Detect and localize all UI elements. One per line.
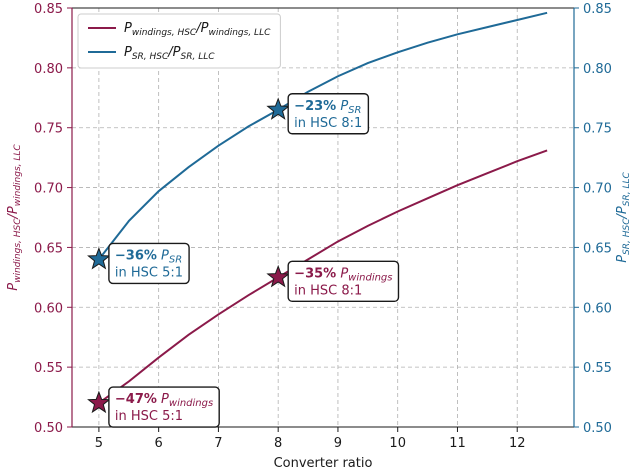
- y-tick-label-right: 0.70: [583, 182, 612, 197]
- legend-box: [77, 13, 281, 69]
- y-tick-label-right: 0.65: [583, 241, 612, 256]
- annotation-ratio: in HSC 8:1: [294, 283, 362, 298]
- series-line-windings: [98, 149, 548, 404]
- x-tick-label: 5: [95, 436, 103, 451]
- y-tick-label-left: 0.60: [34, 301, 63, 316]
- y-axis-label-right: PSR, HSC/PSR, LLC: [615, 172, 632, 263]
- y-tick-label-right: 0.85: [583, 2, 612, 17]
- series-line-sr: [98, 11, 548, 261]
- annotation-percent: −36% PSR: [115, 248, 182, 265]
- y-tick-label-right: 0.50: [583, 421, 612, 436]
- y-tick-label-left: 0.85: [34, 2, 63, 17]
- x-tick-label: 8: [274, 436, 282, 451]
- annotation-box: [287, 260, 400, 303]
- y-tick-label-right: 0.75: [583, 122, 612, 137]
- y-tick-label-left: 0.80: [34, 62, 63, 77]
- x-tick-label: 7: [214, 436, 222, 451]
- legend-label-windings: Pwindings, HSC/Pwindings, LLC: [124, 21, 271, 38]
- y-tick-label-left: 0.55: [34, 361, 63, 376]
- y-tick-label-right: 0.55: [583, 361, 612, 376]
- star-marker-sr: [87, 246, 111, 270]
- x-tick-label: 10: [389, 436, 406, 451]
- y-tick-label-left: 0.75: [34, 122, 63, 137]
- legend: Pwindings, HSC/Pwindings, LLC PSR, HSC/PS…: [77, 13, 281, 69]
- y-tick-label-left: 0.70: [34, 182, 63, 197]
- star-marker-windings: [87, 390, 111, 414]
- annotation-percent: −23% PSR: [294, 99, 361, 116]
- annotation-percent: −35% Pwindings: [294, 266, 392, 283]
- star-marker-windings: [266, 264, 291, 288]
- y-tick-label-right: 0.60: [583, 301, 612, 316]
- annotation-box: [287, 93, 370, 135]
- x-tick-label: 11: [449, 436, 466, 451]
- x-axis-label: Converter ratio: [274, 456, 373, 471]
- annotation-ratio: in HSC 5:1: [115, 409, 183, 424]
- annotation-ratio: in HSC 5:1: [115, 265, 183, 280]
- annotation-box: [108, 242, 190, 285]
- legend-label-sr: PSR, HSC/PSR, LLC: [124, 45, 215, 62]
- annotation-ratio: in HSC 8:1: [294, 116, 362, 131]
- x-tick-label: 12: [509, 436, 526, 451]
- x-tick-label: 9: [334, 436, 342, 451]
- y-tick-label-right: 0.80: [583, 62, 612, 77]
- grid: [72, 7, 574, 428]
- annotation-percent: −47% Pwindings: [115, 392, 213, 409]
- x-tick-label: 6: [155, 436, 163, 451]
- star-marker-sr: [266, 97, 291, 120]
- y-tick-label-left: 0.50: [34, 421, 63, 436]
- y-axis-label-left: Pwindings, HSC/Pwindings, LLC: [6, 144, 23, 291]
- y-tick-label-left: 0.65: [34, 241, 63, 256]
